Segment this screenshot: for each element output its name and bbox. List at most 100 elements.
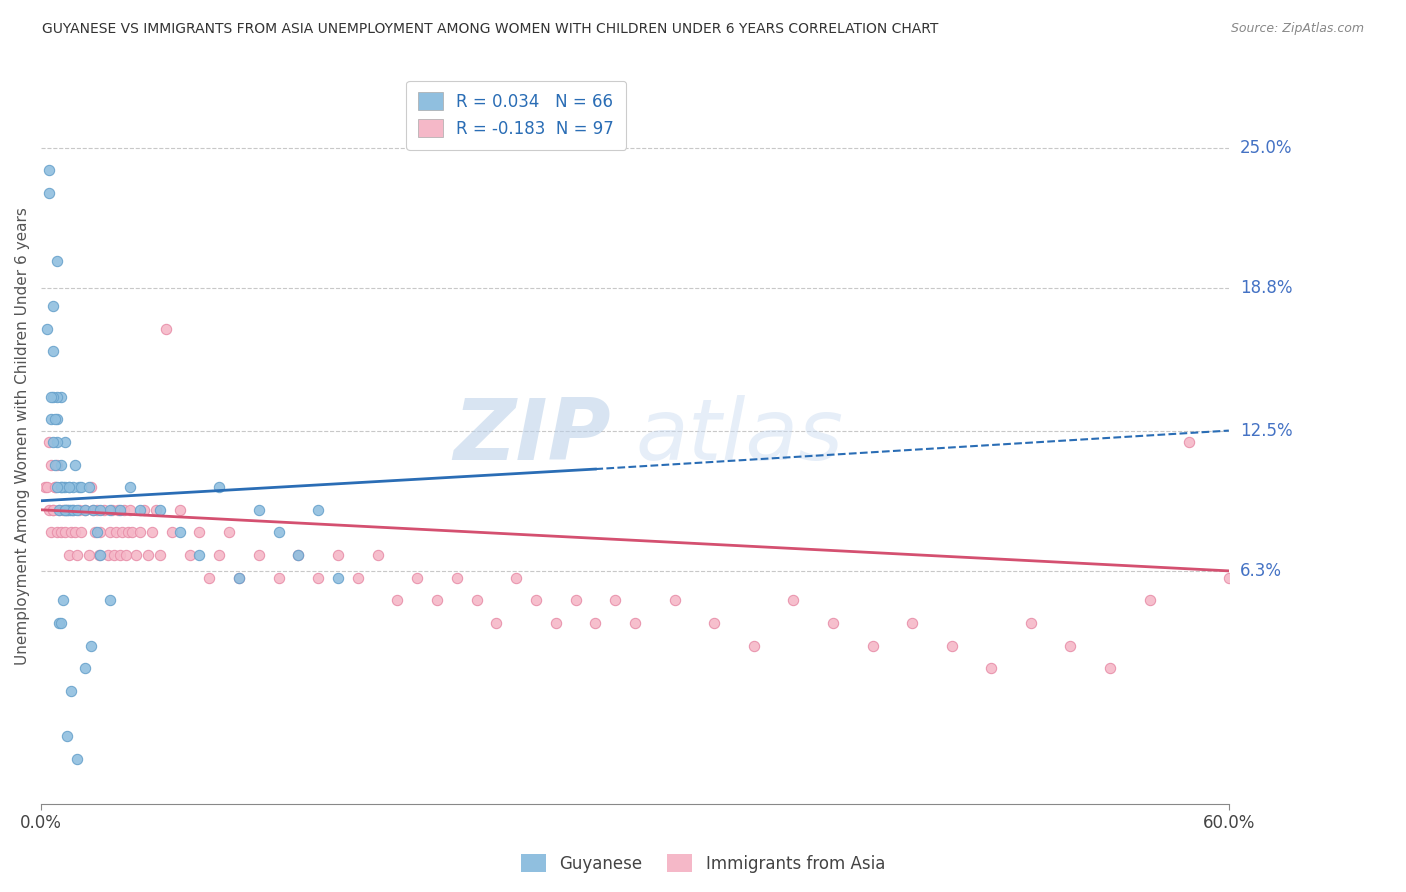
Point [42, 344, 65, 359]
Point [49, 390, 72, 404]
Text: atlas: atlas [636, 395, 844, 478]
Point [941, 639, 963, 653]
Point [42, 503, 65, 517]
Point [367, 548, 389, 562]
Point [82, 503, 104, 517]
Point [52, 480, 75, 494]
Point [117, 525, 139, 540]
Point [86, 525, 108, 540]
Point [1059, 639, 1081, 653]
Point [703, 615, 725, 630]
Point [44, 412, 66, 426]
Point [132, 503, 155, 517]
Point [62, 480, 84, 494]
Point [59, 683, 82, 698]
Point [53, 480, 76, 494]
Text: 18.8%: 18.8% [1240, 279, 1292, 297]
Point [42, 299, 65, 313]
Point [58, 480, 80, 494]
Point [326, 571, 349, 585]
Point [42, 390, 65, 404]
Point [583, 615, 606, 630]
Point [58, 548, 80, 562]
Point [48, 503, 70, 517]
Point [307, 503, 329, 517]
Point [62, 503, 84, 517]
Point [66, 503, 89, 517]
Point [505, 571, 527, 585]
Point [406, 571, 429, 585]
Point [63, 525, 86, 540]
Point [287, 548, 309, 562]
Point [39, 525, 62, 540]
Point [901, 615, 924, 630]
Point [121, 525, 143, 540]
Point [136, 548, 159, 562]
Point [38, 503, 60, 517]
Point [125, 548, 148, 562]
Point [267, 571, 290, 585]
Point [53, 503, 76, 517]
Point [1139, 593, 1161, 607]
Text: ZIP: ZIP [454, 395, 612, 478]
Point [742, 639, 765, 653]
Point [67, 480, 90, 494]
Point [1019, 615, 1042, 630]
Point [69, 480, 91, 494]
Point [228, 571, 250, 585]
Point [145, 503, 167, 517]
Point [169, 525, 191, 540]
Point [79, 639, 101, 653]
Point [34, 480, 56, 494]
Point [160, 525, 183, 540]
Point [44, 480, 66, 494]
Point [179, 548, 201, 562]
Point [141, 525, 163, 540]
Point [49, 480, 72, 494]
Point [89, 548, 111, 562]
Point [66, 752, 89, 766]
Point [35, 480, 58, 494]
Point [862, 639, 884, 653]
Point [387, 593, 409, 607]
Text: 12.5%: 12.5% [1240, 422, 1292, 440]
Point [605, 593, 627, 607]
Point [46, 480, 69, 494]
Text: GUYANESE VS IMMIGRANTS FROM ASIA UNEMPLOYMENT AMONG WOMEN WITH CHILDREN UNDER 6 : GUYANESE VS IMMIGRANTS FROM ASIA UNEMPLO… [42, 22, 939, 37]
Point [169, 503, 191, 517]
Point [58, 503, 80, 517]
Point [59, 503, 82, 517]
Point [48, 503, 70, 517]
Point [52, 593, 75, 607]
Point [46, 525, 69, 540]
Point [89, 503, 111, 517]
Point [326, 548, 349, 562]
Point [49, 480, 72, 494]
Point [120, 480, 142, 494]
Point [38, 186, 60, 200]
Point [82, 503, 104, 517]
Point [46, 458, 69, 472]
Point [53, 434, 76, 449]
Point [46, 390, 69, 404]
Point [42, 503, 65, 517]
Point [426, 593, 449, 607]
Point [100, 503, 122, 517]
Point [544, 615, 567, 630]
Point [120, 503, 142, 517]
Point [624, 615, 647, 630]
Point [62, 503, 84, 517]
Point [53, 503, 76, 517]
Legend: Guyanese, Immigrants from Asia: Guyanese, Immigrants from Asia [515, 847, 891, 880]
Point [524, 593, 547, 607]
Point [38, 434, 60, 449]
Point [73, 503, 96, 517]
Point [821, 615, 844, 630]
Point [79, 480, 101, 494]
Point [149, 548, 172, 562]
Point [39, 390, 62, 404]
Point [188, 525, 211, 540]
Point [110, 548, 132, 562]
Point [46, 434, 69, 449]
Point [247, 548, 270, 562]
